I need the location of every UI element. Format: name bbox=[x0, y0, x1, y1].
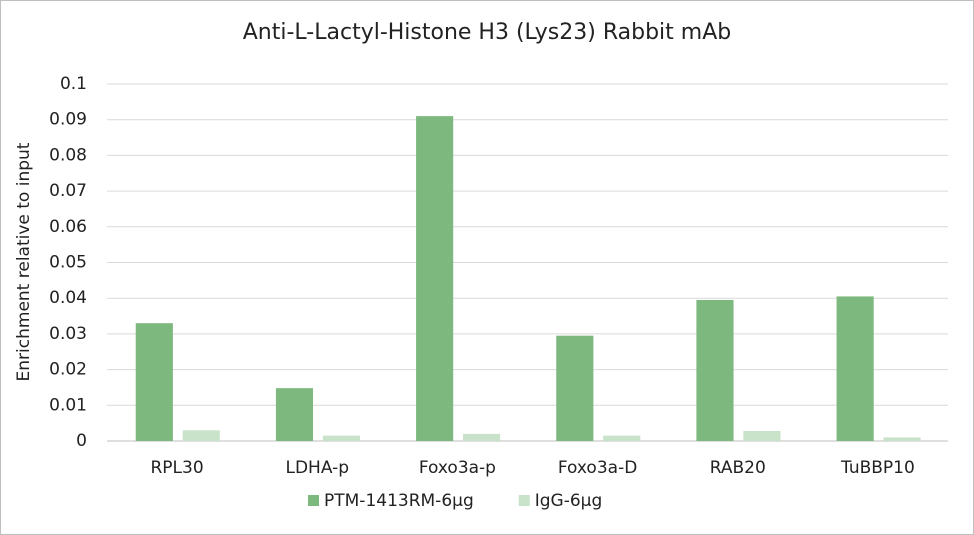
y-tick-label: 0.09 bbox=[49, 110, 87, 130]
y-tick-label: 0.1 bbox=[60, 74, 87, 94]
y-tick-label: 0 bbox=[76, 431, 87, 451]
legend-swatch bbox=[308, 495, 319, 506]
legend-label: IgG-6μg bbox=[535, 491, 603, 511]
x-tick-label: RAB20 bbox=[710, 458, 766, 478]
y-axis-label: Enrichment relative to input bbox=[14, 142, 34, 381]
bar bbox=[743, 431, 781, 441]
y-tick-label: 0.02 bbox=[49, 360, 87, 380]
y-tick-label: 0.06 bbox=[49, 217, 87, 237]
x-tick-label: TuBBP10 bbox=[840, 458, 915, 478]
bar bbox=[836, 296, 874, 441]
x-tick-label: Foxo3a-p bbox=[419, 458, 496, 478]
y-tick-label: 0.04 bbox=[49, 288, 87, 308]
x-tick-label: Foxo3a-D bbox=[558, 458, 637, 478]
bar bbox=[275, 388, 314, 441]
y-tick-label: 0.07 bbox=[49, 181, 87, 201]
legend-swatch bbox=[518, 495, 530, 506]
bar bbox=[696, 299, 734, 441]
bar bbox=[463, 433, 501, 441]
y-tick-label: 0.08 bbox=[49, 145, 87, 165]
y-tick-label: 0.01 bbox=[49, 395, 87, 415]
y-tick-label: 0.05 bbox=[49, 253, 87, 273]
bar bbox=[603, 435, 641, 441]
x-tick-label: LDHA-p bbox=[285, 458, 349, 478]
x-tick-label: RPL30 bbox=[150, 458, 203, 478]
bar bbox=[556, 335, 594, 441]
bar bbox=[416, 116, 454, 441]
y-tick-label: 0.03 bbox=[49, 324, 87, 344]
legend-label: PTM-1413RM-6μg bbox=[324, 491, 474, 511]
bar bbox=[135, 323, 173, 441]
bar bbox=[182, 430, 220, 441]
bar bbox=[322, 435, 361, 441]
bar bbox=[883, 437, 921, 441]
chart-title: Anti-L-Lactyl-Histone H3 (Lys23) Rabbit … bbox=[243, 20, 731, 45]
